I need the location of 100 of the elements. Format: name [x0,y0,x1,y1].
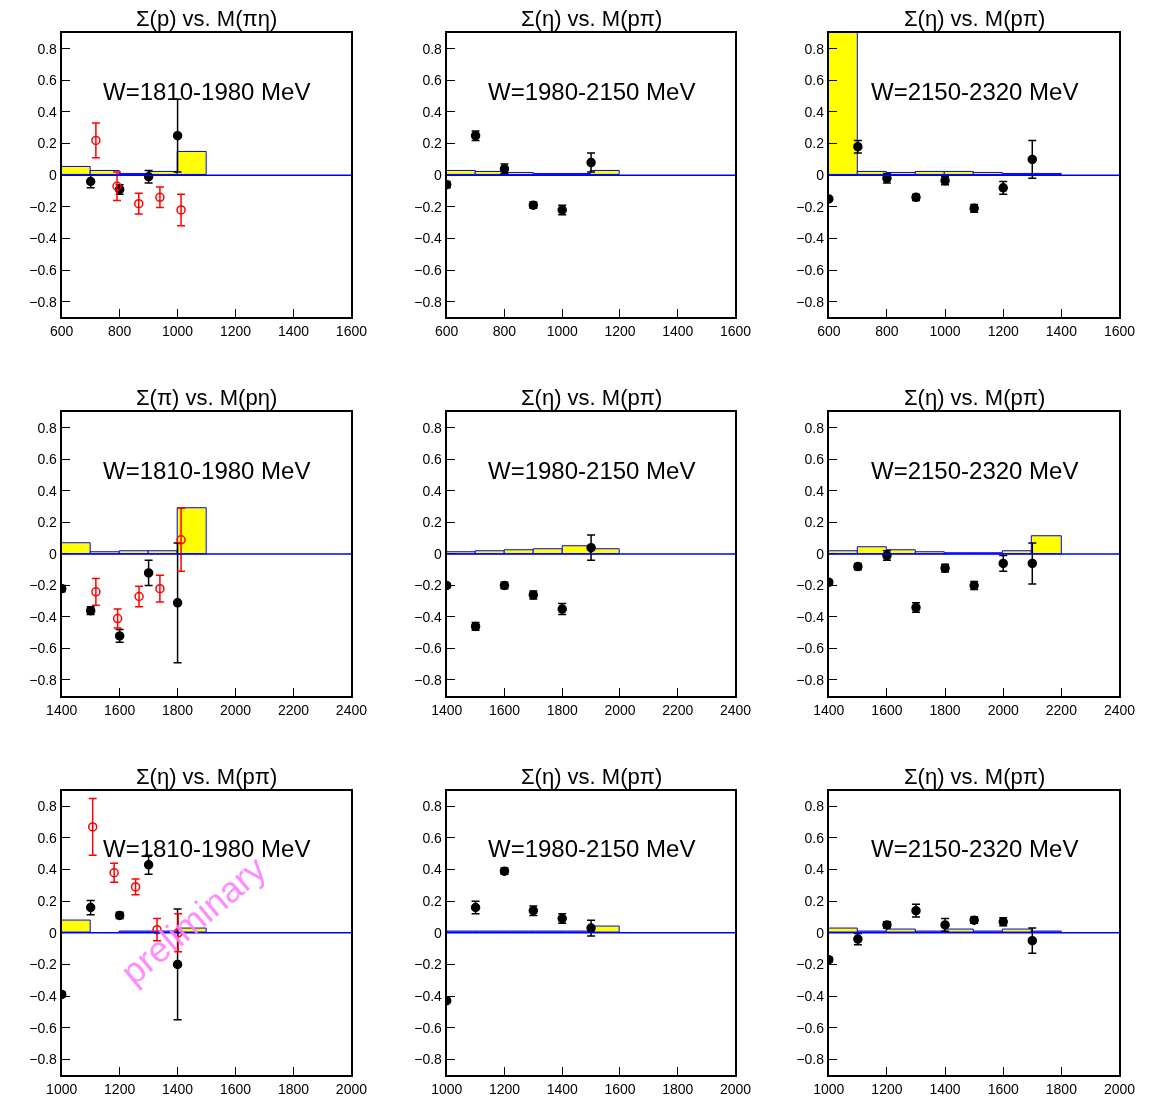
y-tick-label: 0 [816,545,825,562]
x-tick-label: 800 [875,323,899,340]
y-tick-label: 0.2 [37,893,58,910]
y-tick-label: −0.2 [414,198,443,215]
x-tick-label: 1000 [813,1080,845,1097]
x-tick-label: 1000 [929,323,961,340]
y-tick-label: 0 [434,545,443,562]
y-tick-label: −0.8 [29,671,58,688]
y-tick-label: 0.6 [422,829,443,846]
x-tick-label: 2200 [277,701,310,718]
y-tick-label: −0.6 [29,640,58,657]
y-tick-label: −0.8 [414,1051,443,1068]
x-tick-label: 2400 [719,701,752,718]
x-tick-label: 800 [107,323,132,340]
x-tick-label: 1400 [546,1080,578,1097]
y-tick-label: 0.8 [37,419,58,436]
x-tick-label: 2200 [1045,701,1078,718]
chart-title: Σ(η) vs. M(pπ) [136,764,278,789]
y-tick-label: −0.6 [414,640,443,657]
x-tick-label: 1400 [46,701,78,718]
y-tick-label: 0 [434,924,443,941]
y-tick-label: 0.6 [804,829,825,846]
x-tick-label: 2000 [604,701,636,718]
annotation: W=1980-2150 MeV [488,78,696,105]
x-tick-label: 800 [492,323,517,340]
y-tick-label: 0 [434,167,443,184]
y-tick-label: −0.8 [414,671,443,688]
y-tick-label: 0 [49,167,58,184]
y-tick-label: −0.4 [414,987,443,1004]
x-tick-label: 1200 [104,1080,136,1097]
x-tick-label: 1000 [46,1080,78,1097]
y-tick-label: 0.2 [804,514,825,531]
y-tick-label: −0.2 [796,956,825,973]
chart-title: Σ(π) vs. M(pη) [136,385,278,410]
x-tick-label: 1400 [1045,323,1078,340]
x-tick-label: 1600 [335,323,368,340]
y-tick-label: 0.4 [804,103,825,120]
y-tick-label: −0.2 [796,577,825,594]
x-tick-label: 1600 [871,701,903,718]
x-tick-label: 1200 [987,323,1019,340]
x-tick-label: 2000 [219,701,252,718]
y-tick-label: 0.4 [37,861,58,878]
y-tick-label: 0.2 [804,135,825,152]
y-tick-label: −0.8 [29,1051,58,1068]
chart-title: Σ(p) vs. M(πη) [136,6,278,31]
y-tick-label: −0.2 [29,198,58,215]
x-tick-label: 600 [435,323,459,340]
chart-title: Σ(η) vs. M(pπ) [904,385,1046,410]
y-tick-label: −0.6 [796,640,825,657]
y-tick-label: −0.2 [29,577,58,594]
y-tick-label: 0 [49,924,58,941]
y-tick-label: −0.4 [414,230,443,247]
y-tick-label: −0.4 [29,608,58,625]
y-tick-label: 0 [816,924,825,941]
y-tick-label: 0.6 [804,72,825,89]
y-tick-label: 0.6 [37,451,58,468]
y-tick-label: −0.2 [414,956,443,973]
y-tick-label: −0.6 [414,261,443,278]
x-tick-label: 1000 [162,323,194,340]
x-tick-label: 1800 [929,701,961,718]
y-tick-label: −0.8 [796,1051,825,1068]
y-tick-label: 0.6 [804,451,825,468]
y-tick-label: 0.8 [422,798,443,815]
x-tick-label: 1400 [162,1080,194,1097]
x-tick-label: 1600 [604,1080,636,1097]
y-tick-label: −0.8 [29,293,58,310]
x-tick-label: 1800 [162,701,194,718]
x-tick-label: 1200 [219,323,252,340]
y-tick-label: 0.8 [37,798,58,815]
y-tick-label: 0.8 [37,40,58,57]
y-tick-label: 0.8 [422,419,443,436]
x-tick-label: 1000 [431,1080,463,1097]
y-tick-label: 0.8 [804,40,825,57]
y-tick-label: −0.2 [414,577,443,594]
y-tick-label: −0.8 [414,293,443,310]
y-tick-label: −0.4 [796,608,825,625]
y-tick-label: −0.4 [414,608,443,625]
annotation: W=1810-1980 MeV [103,457,311,484]
y-tick-label: −0.2 [796,198,825,215]
y-tick-label: 0.8 [422,40,443,57]
x-tick-label: 1200 [488,1080,521,1097]
y-tick-label: 0.4 [422,482,443,499]
y-tick-label: −0.6 [29,261,58,278]
x-tick-label: 1400 [277,323,310,340]
x-tick-label: 1600 [1103,323,1136,340]
y-tick-label: 0.4 [422,103,443,120]
x-tick-label: 600 [50,323,74,340]
y-tick-label: 0.2 [422,893,443,910]
x-tick-label: 2400 [1103,701,1136,718]
y-tick-label: −0.4 [29,987,58,1004]
y-tick-label: −0.6 [796,261,825,278]
y-tick-label: −0.4 [29,230,58,247]
x-tick-label: 2000 [335,1080,368,1097]
annotation: W=1810-1980 MeV [103,78,311,105]
x-tick-label: 1000 [546,323,578,340]
y-tick-label: 0.6 [37,72,58,89]
y-tick-label: 0.2 [37,514,58,531]
x-tick-label: 1400 [813,701,845,718]
chart-title: Σ(η) vs. M(pπ) [904,6,1046,31]
x-tick-label: 1200 [604,323,636,340]
